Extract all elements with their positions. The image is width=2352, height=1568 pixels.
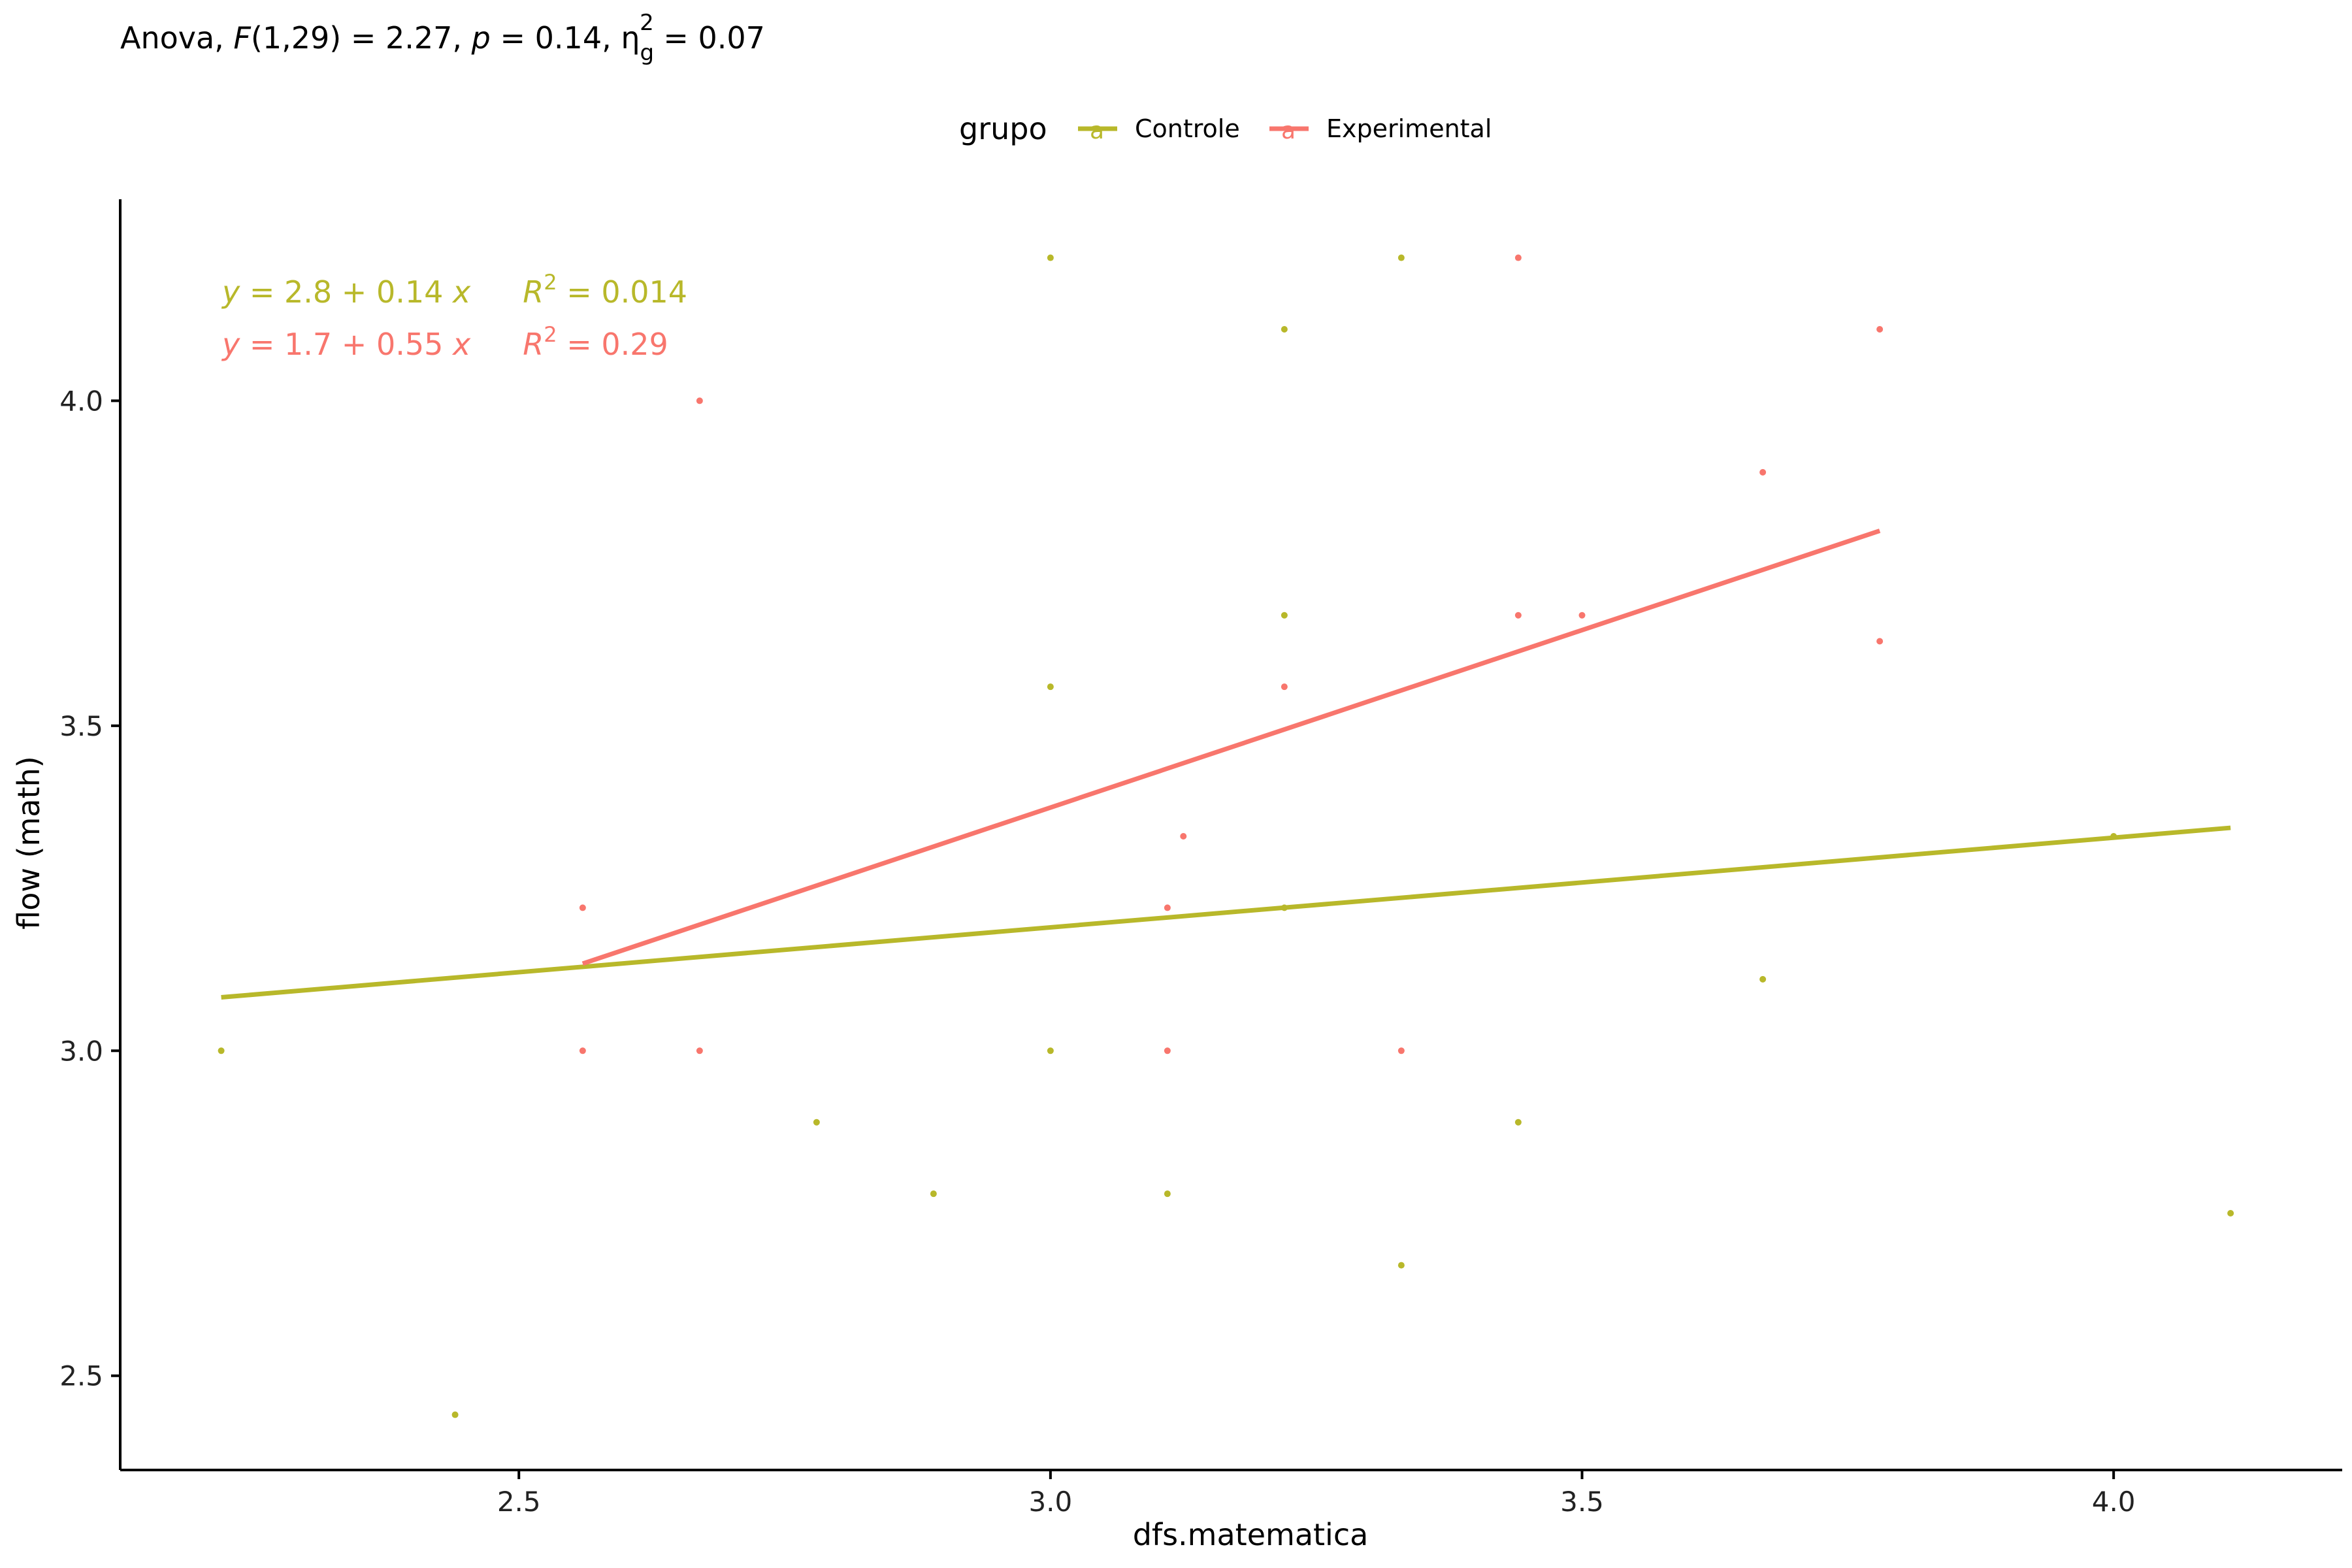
point-experimental-0 [579,904,586,911]
x-tick-label-3: 4.0 [2092,1486,2136,1518]
point-controle-12 [1397,1262,1405,1269]
point-experimental-12 [1759,468,1767,476]
point-controle-5 [1047,683,1054,691]
x-axis-ticks: 2.5 3.0 3.5 4.0 [497,1470,2136,1518]
fit-line-experimental [581,529,1881,966]
legend-key-controle: a [1078,118,1117,144]
point-experimental-7 [1281,683,1288,691]
point-experimental-14 [1876,638,1884,645]
point-controle-9 [1281,612,1288,619]
fits-layer [221,529,2231,1000]
point-controle-0 [218,1047,225,1054]
equation-experimental: y = 1.7 + 0.55 x R2 = 0.29 [221,322,668,362]
legend-label-experimental: Experimental [1326,114,1492,143]
y-tick-label-0: 2.5 [59,1360,103,1392]
axes [119,199,2342,1471]
point-experimental-8 [1397,1047,1405,1054]
x-tick-label-0: 2.5 [497,1486,541,1518]
y-tick-label-1: 3.0 [59,1035,103,1067]
point-controle-3 [930,1190,937,1198]
point-experimental-4 [1164,904,1171,911]
point-experimental-3 [696,1047,703,1054]
point-controle-7 [1164,1190,1171,1198]
point-controle-13 [1514,1119,1522,1126]
point-controle-16 [2227,1210,2234,1217]
point-controle-2 [813,1119,820,1126]
point-controle-11 [1397,254,1405,261]
y-tick-label-3: 4.0 [59,385,103,417]
y-tick-label-2: 3.5 [59,710,103,742]
legend-key-experimental-glyph: a [1281,118,1296,144]
equation-controle: y = 2.8 + 0.14 x R2 = 0.014 [221,270,687,310]
legend: grupo a Controle a Experimental [959,111,1492,146]
y-axis-ticks: 2.5 3.0 3.5 4.0 [59,385,120,1392]
point-experimental-10 [1514,612,1522,619]
point-experimental-6 [1180,832,1187,840]
point-controle-1 [451,1411,459,1418]
x-tick-label-1: 3.0 [1028,1486,1072,1518]
point-controle-4 [1047,254,1054,261]
point-experimental-5 [1164,1047,1171,1054]
legend-key-experimental: a [1269,118,1309,144]
chart-subtitle: Anova, F(1,29) = 2.27, p = 0.14, ηg2 = 0… [120,10,765,66]
point-experimental-9 [1514,254,1522,261]
legend-label-controle: Controle [1135,114,1240,143]
x-axis-title: dfs.matematica [1133,1517,1369,1552]
point-experimental-11 [1578,612,1586,619]
point-experimental-13 [1876,325,1884,333]
legend-title: grupo [959,111,1047,146]
x-tick-label-2: 3.5 [1560,1486,1604,1518]
legend-key-controle-glyph: a [1090,118,1104,144]
point-controle-8 [1281,325,1288,333]
point-experimental-2 [696,397,703,404]
fit-line-controle [221,825,2231,1000]
point-controle-6 [1047,1047,1054,1054]
y-axis-title: flow (math) [11,756,46,929]
point-controle-14 [1759,975,1767,983]
point-experimental-1 [579,1047,586,1054]
